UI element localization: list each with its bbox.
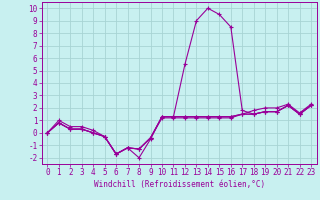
X-axis label: Windchill (Refroidissement éolien,°C): Windchill (Refroidissement éolien,°C) bbox=[94, 180, 265, 189]
